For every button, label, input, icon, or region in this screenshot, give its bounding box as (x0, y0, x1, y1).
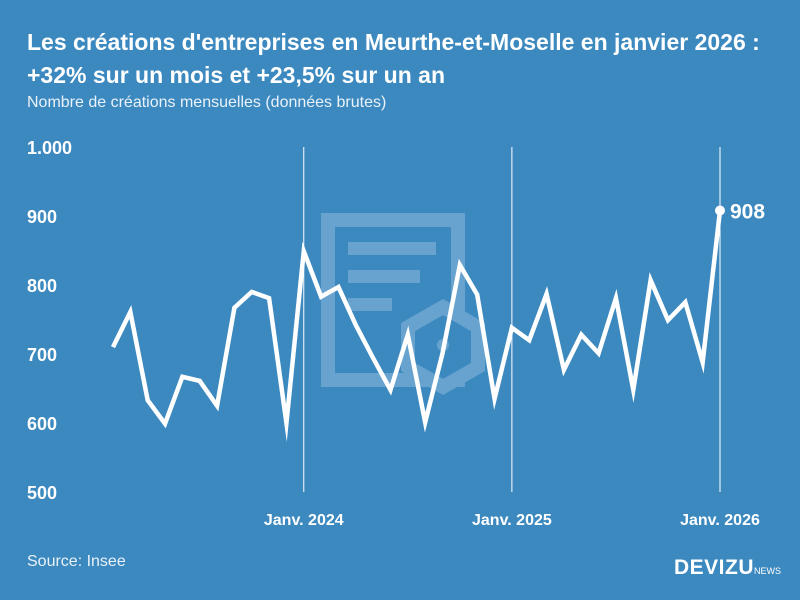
x-tick-label: Janv. 2024 (264, 512, 344, 529)
chart-title: Les créations d'entreprises en Meurthe-e… (27, 29, 760, 88)
logo-sub: NEWS (754, 566, 782, 576)
last-value-label: 908 (730, 200, 765, 223)
y-tick-label: 700 (27, 345, 57, 365)
watermark-icon (321, 213, 485, 396)
x-tick-label: Janv. 2025 (472, 512, 552, 529)
y-tick-label: 500 (27, 483, 57, 503)
y-tick-label: 1.000 (27, 138, 72, 158)
y-tick-label: 800 (27, 276, 57, 296)
series-line (110, 210, 723, 442)
data-point (715, 205, 725, 216)
source-note: Source: Insee (27, 553, 126, 570)
chart-subtitle: Nombre de créations mensuelles (données … (27, 94, 387, 111)
x-tick-label: Janv. 2026 (680, 512, 760, 529)
y-tick-label: 900 (27, 207, 57, 227)
logo-main: DEVIZU (674, 556, 755, 579)
devizu-logo: DEVIZUNEWS (674, 556, 781, 580)
y-tick-label: 600 (27, 414, 57, 434)
